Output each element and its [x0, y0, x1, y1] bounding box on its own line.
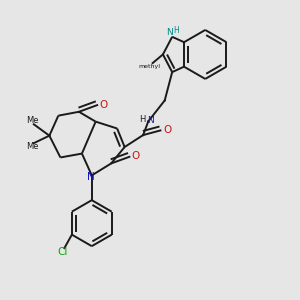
Text: O: O — [100, 100, 108, 110]
Text: Me: Me — [26, 116, 39, 125]
Text: O: O — [132, 151, 140, 161]
Text: Me: Me — [26, 142, 39, 151]
Text: H: H — [139, 116, 146, 124]
Text: N: N — [87, 172, 95, 182]
Text: methyl: methyl — [138, 64, 160, 69]
Text: N: N — [166, 28, 172, 38]
Text: H: H — [173, 26, 179, 35]
Text: O: O — [163, 125, 171, 135]
Text: N: N — [147, 116, 154, 125]
Text: Cl: Cl — [58, 247, 68, 257]
